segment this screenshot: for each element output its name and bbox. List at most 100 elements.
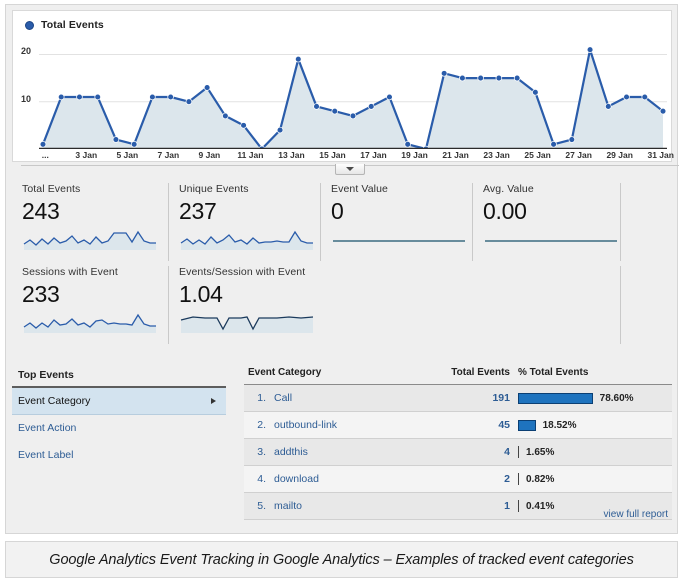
row-total-events: 2 <box>440 465 514 493</box>
chart-data-point <box>130 141 138 148</box>
table-header-row: Event Category Total Events % Total Even… <box>244 361 672 385</box>
sparkline-chart <box>180 316 314 333</box>
percent-bar <box>518 500 519 512</box>
x-axis-tick-label: 7 Jan <box>157 150 180 160</box>
metric-value: 0 <box>331 198 344 224</box>
line-chart-plot[interactable] <box>39 45 667 149</box>
chart-data-point <box>568 136 576 143</box>
column-header-total-events[interactable]: Total Events <box>440 361 514 385</box>
chart-data-point <box>57 93 65 101</box>
events-table: Event Category Total Events % Total Even… <box>244 361 672 520</box>
column-header-event-category[interactable]: Event Category <box>244 361 440 385</box>
row-total-events: 191 <box>440 384 514 412</box>
percent-label: 0.41% <box>526 500 555 512</box>
chart-data-point <box>659 107 667 115</box>
metric-value: 233 <box>22 281 60 307</box>
category-link[interactable]: Call <box>274 392 293 404</box>
table-row[interactable]: 3. addthis 4 1.65% <box>244 438 672 466</box>
view-full-report-link[interactable]: view full report <box>603 509 668 520</box>
metric-card-event-value[interactable]: Event Value 0 <box>320 183 468 261</box>
chart-data-point <box>94 93 101 101</box>
metric-label: Total Events <box>22 183 81 195</box>
table-row[interactable]: 1. Call 191 78.60% <box>244 384 672 412</box>
row-category[interactable]: Call <box>270 384 440 412</box>
x-axis-tick-label: 3 Jan <box>75 150 98 160</box>
chart-data-point <box>167 93 174 101</box>
row-category[interactable]: mailto <box>270 492 440 520</box>
percent-bar <box>518 392 593 404</box>
sparkline-chart <box>485 240 617 242</box>
sidebar-item-event-category[interactable]: Event Category <box>12 388 226 415</box>
chart-data-point <box>605 103 612 110</box>
metric-card-total-events[interactable]: Total Events 243 <box>16 183 164 261</box>
metric-card-sessions-with-event[interactable]: Sessions with Event 233 <box>16 266 164 344</box>
table-row[interactable]: 2. outbound-link 45 18.52% <box>244 411 672 439</box>
chart-data-point <box>149 93 156 101</box>
row-category[interactable]: addthis <box>270 438 440 466</box>
column-header-percent-total-events[interactable]: % Total Events <box>514 361 672 385</box>
x-axis-ticks: ... 3 Jan 5 Jan 7 Jan 9 Jan 11 Jan 13 Jan 15 Ja… <box>39 150 674 162</box>
row-rank: 4. <box>244 465 270 493</box>
category-link[interactable]: outbound-link <box>274 419 338 431</box>
dashboard-frame: Total Events 20 10 ... 3 Jan 5 Jan 7 Jan 9 J… <box>5 4 679 534</box>
metrics-row-end-divider-2 <box>620 266 621 344</box>
metric-card-events-per-session[interactable]: Events/Session with Event 1.04 <box>168 266 316 344</box>
metric-label: Sessions with Event <box>22 266 118 278</box>
chart-data-point <box>39 141 47 148</box>
percent-bar-wrapper: 0.82% <box>518 473 668 485</box>
chart-data-point <box>477 74 484 82</box>
percent-label: 0.82% <box>526 473 555 485</box>
x-axis-tick-label: 5 Jan <box>116 150 139 160</box>
x-axis-tick-label: 13 Jan <box>278 150 305 160</box>
chart-data-point <box>532 89 539 96</box>
x-axis-tick-label: 19 Jan <box>401 150 428 160</box>
metric-label: Avg. Value <box>483 183 534 195</box>
percent-bar <box>518 446 519 458</box>
caption-text: Google Analytics Event Tracking in Googl… <box>49 551 634 568</box>
row-rank: 5. <box>244 492 270 520</box>
x-axis-tick-label: 11 Jan <box>237 150 264 160</box>
chart-data-point <box>240 122 247 129</box>
chart-expand-dropdown-button[interactable] <box>335 164 365 175</box>
chart-data-point <box>185 98 193 105</box>
category-link[interactable]: download <box>274 473 319 485</box>
row-category[interactable]: outbound-link <box>270 411 440 439</box>
metric-card-unique-events[interactable]: Unique Events 237 <box>168 183 316 261</box>
percent-label: 18.52% <box>542 419 577 431</box>
chart-data-point <box>112 136 120 143</box>
table-row[interactable]: 4. download 2 0.82% <box>244 465 672 493</box>
chart-data-point <box>295 55 302 63</box>
dimension-label: Event Label <box>18 449 74 461</box>
row-total-events: 1 <box>440 492 514 520</box>
table-row[interactable]: 5. mailto 1 0.41% <box>244 492 672 520</box>
x-axis-tick-label: 31 Jan <box>647 150 674 160</box>
chart-footer-controls[interactable] <box>21 164 679 176</box>
sidebar-item-event-label[interactable]: Event Label <box>12 442 226 469</box>
dimension-label: Event Action <box>18 422 77 434</box>
y-axis-tick-10: 10 <box>21 94 32 104</box>
category-link[interactable]: addthis <box>274 446 308 458</box>
chart-data-point <box>331 107 339 115</box>
chart-data-point <box>386 93 393 101</box>
events-over-time-chart-panel[interactable]: Total Events 20 10 ... 3 Jan 5 Jan 7 Jan 9 J… <box>12 10 679 175</box>
dimension-label: Event Category <box>18 395 91 407</box>
events-table-element: Event Category Total Events % Total Even… <box>244 361 672 520</box>
row-total-events: 45 <box>440 411 514 439</box>
metric-card-avg-value[interactable]: Avg. Value 0.00 <box>472 183 620 261</box>
chart-data-point <box>623 93 630 101</box>
sparkline-chart <box>180 230 313 250</box>
chart-data-point <box>459 74 466 82</box>
row-rank: 3. <box>244 438 270 466</box>
percent-bar <box>518 473 519 485</box>
x-axis-tick-label: 29 Jan <box>606 150 633 160</box>
chevron-down-icon <box>346 167 354 171</box>
y-axis-tick-20: 20 <box>21 46 32 56</box>
category-link[interactable]: mailto <box>274 500 303 512</box>
x-axis-tick-label: 15 Jan <box>319 150 346 160</box>
chevron-right-icon <box>211 398 216 404</box>
sidebar-item-event-action[interactable]: Event Action <box>12 415 226 442</box>
row-category[interactable]: download <box>270 465 440 493</box>
row-percent-cell: 1.65% <box>514 438 672 466</box>
chart-data-point <box>641 93 649 101</box>
metric-value: 237 <box>179 198 217 224</box>
